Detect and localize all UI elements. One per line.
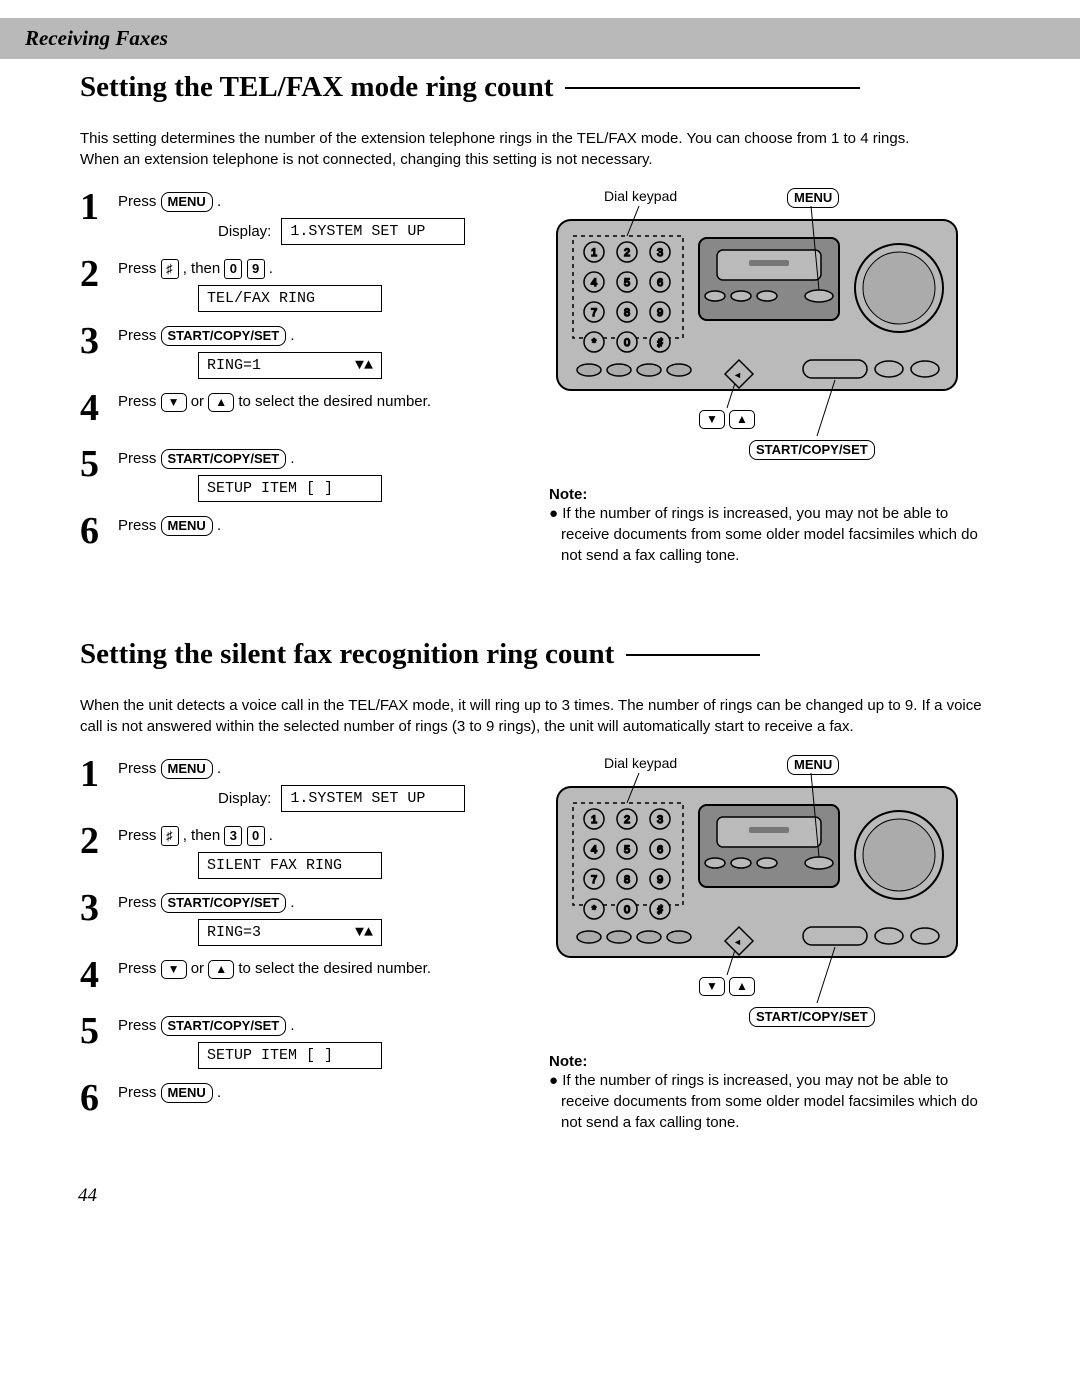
svg-text:4: 4	[591, 277, 597, 289]
menu-button: MENU	[161, 516, 213, 536]
page-number: 44	[78, 1185, 1080, 1207]
step-2: 2 Press ♯ , then 3 0 . SILENT FAX RING	[80, 822, 531, 887]
note-text: ● If the number of rings is increased, y…	[549, 503, 1000, 566]
up-arrow-key: ▲	[208, 393, 234, 412]
diagram-up-arrow: ▲	[729, 977, 755, 996]
step-1: 1 Press MENU . Display: 1.SYSTEM SET UP	[80, 188, 531, 253]
step-6: 6 Press MENU .	[80, 1079, 531, 1117]
diagram-down-arrow: ▼	[699, 410, 725, 429]
svg-text:0: 0	[624, 337, 630, 349]
lcd-display: TEL/FAX RING	[198, 285, 382, 312]
svg-text:6: 6	[657, 277, 663, 289]
down-arrow-key: ▼	[161, 393, 187, 412]
hash-key: ♯	[161, 259, 179, 279]
svg-text:1: 1	[591, 814, 597, 826]
step-4: 4 Press ▼ or ▲ to select the desired num…	[80, 956, 531, 994]
svg-text:0: 0	[624, 904, 630, 916]
step-5: 5 Press START/COPY/SET . SETUP ITEM [ ]	[80, 1012, 531, 1077]
section2-intro: When the unit detects a voice call in th…	[80, 695, 1000, 737]
diagram-menu-button: MENU	[787, 188, 839, 208]
diagram-up-arrow: ▲	[729, 410, 755, 429]
header-title: Receiving Faxes	[25, 26, 168, 50]
lcd-display: 1.SYSTEM SET UP	[281, 785, 465, 812]
svg-text:3: 3	[657, 247, 663, 259]
lcd-display: SILENT FAX RING	[198, 852, 382, 879]
lcd-display: RING=1 ▼▲	[198, 352, 382, 379]
hash-key: ♯	[161, 826, 179, 846]
fax-device-icon: 1 2 3 4 5 6 7 8 9 * 0 ♯	[549, 188, 969, 478]
device-diagram: Dial keypad MENU ▼ ▲ START/COPY/SET	[549, 188, 969, 478]
note-title: Note:	[549, 486, 1000, 503]
digit-key-0: 0	[224, 259, 242, 279]
svg-text:5: 5	[624, 844, 630, 856]
fax-device-icon: 1 2 3 4 5 6 7 8 9 * 0 ♯	[549, 755, 969, 1045]
svg-text:♯: ♯	[657, 904, 663, 916]
svg-text:1: 1	[591, 247, 597, 259]
svg-text:9: 9	[657, 874, 663, 886]
section1-intro: This setting determines the number of th…	[80, 128, 1000, 170]
step-2: 2 Press ♯ , then 0 9 . TEL/FAX RING	[80, 255, 531, 320]
lcd-display: RING=3 ▼▲	[198, 919, 382, 946]
svg-text:♯: ♯	[657, 337, 663, 349]
svg-text:9: 9	[657, 307, 663, 319]
diagram-menu-button: MENU	[787, 755, 839, 775]
start-copy-set-button: START/COPY/SET	[161, 326, 287, 346]
start-copy-set-button: START/COPY/SET	[161, 893, 287, 913]
diagram-scs-button: START/COPY/SET	[749, 1007, 875, 1027]
svg-text:◄: ◄	[733, 937, 742, 947]
digit-key-3: 3	[224, 826, 242, 846]
device-diagram: Dial keypad MENU ▼ ▲ START/COPY/SET	[549, 755, 969, 1045]
down-arrow-key: ▼	[161, 960, 187, 979]
note-title: Note:	[549, 1053, 1000, 1070]
section1-title-text: Setting the TEL/FAX mode ring count	[80, 71, 553, 104]
menu-button: MENU	[161, 192, 213, 212]
step-1: 1 Press MENU . Display: 1.SYSTEM SET UP	[80, 755, 531, 820]
menu-button: MENU	[161, 1083, 213, 1103]
up-arrow-key: ▲	[208, 960, 234, 979]
svg-text:8: 8	[624, 874, 630, 886]
start-copy-set-button: START/COPY/SET	[161, 449, 287, 469]
svg-text:*: *	[592, 337, 597, 349]
start-copy-set-button: START/COPY/SET	[161, 1016, 287, 1036]
diagram-down-arrow: ▼	[699, 977, 725, 996]
step-3: 3 Press START/COPY/SET . RING=1 ▼▲	[80, 322, 531, 387]
lcd-display: SETUP ITEM [ ]	[198, 1042, 382, 1069]
svg-text:2: 2	[624, 247, 630, 259]
svg-text:7: 7	[591, 307, 597, 319]
step-5: 5 Press START/COPY/SET . SETUP ITEM [ ]	[80, 445, 531, 510]
section2-title: Setting the silent fax recognition ring …	[80, 638, 1000, 671]
svg-text:3: 3	[657, 814, 663, 826]
svg-text:◄: ◄	[733, 370, 742, 380]
svg-text:5: 5	[624, 277, 630, 289]
step-6: 6 Press MENU .	[80, 512, 531, 550]
svg-text:8: 8	[624, 307, 630, 319]
svg-text:4: 4	[591, 844, 597, 856]
title-rule	[565, 87, 860, 89]
digit-key-0: 0	[247, 826, 265, 846]
note-text: ● If the number of rings is increased, y…	[549, 1070, 1000, 1133]
digit-key-9: 9	[247, 259, 265, 279]
title-rule	[626, 654, 760, 656]
section1-title: Setting the TEL/FAX mode ring count	[80, 71, 1000, 104]
svg-text:6: 6	[657, 844, 663, 856]
svg-text:2: 2	[624, 814, 630, 826]
section2-title-text: Setting the silent fax recognition ring …	[80, 638, 614, 671]
lcd-display: 1.SYSTEM SET UP	[281, 218, 465, 245]
header-bar: Receiving Faxes	[0, 18, 1080, 59]
lcd-display: SETUP ITEM [ ]	[198, 475, 382, 502]
svg-text:7: 7	[591, 874, 597, 886]
step-4: 4 Press ▼ or ▲ to select the desired num…	[80, 389, 531, 427]
menu-button: MENU	[161, 759, 213, 779]
diagram-scs-button: START/COPY/SET	[749, 440, 875, 460]
svg-text:*: *	[592, 904, 597, 916]
step-3: 3 Press START/COPY/SET . RING=3 ▼▲	[80, 889, 531, 954]
